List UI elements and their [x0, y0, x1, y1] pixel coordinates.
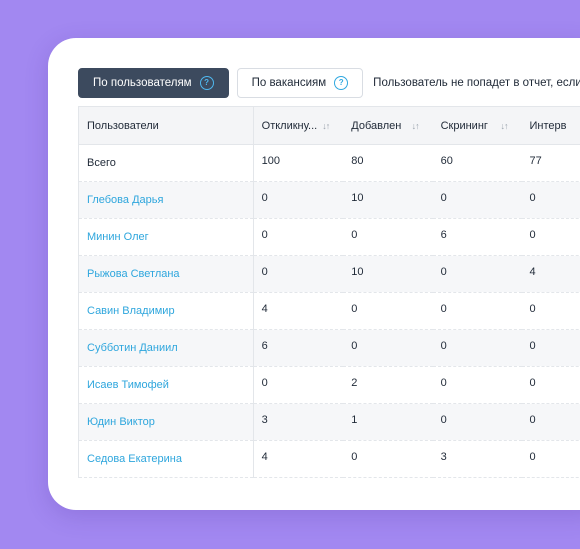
- table-header-row: Пользователи Откликну... ↓↑ Добавлен ↓↑ Ск…: [78, 106, 580, 145]
- cell-value: 0: [432, 255, 522, 293]
- cell-value: 0: [343, 440, 433, 478]
- cell-value: 0: [521, 181, 580, 219]
- cell-value: 0: [432, 329, 522, 367]
- tab-by-users[interactable]: По пользователям ?: [78, 68, 229, 98]
- table-row: Рыжова Светлана 0 10 0 4: [78, 255, 580, 293]
- cell-value: 4: [253, 292, 344, 330]
- column-header-responded[interactable]: Откликну... ↓↑: [253, 106, 344, 145]
- cell-value: 0: [432, 181, 522, 219]
- cell-value: 0: [343, 292, 433, 330]
- cell-value: 77: [521, 144, 580, 182]
- cell-value: 0: [343, 218, 433, 256]
- table-row: Савин Владимир 4 0 0 0: [78, 292, 580, 330]
- cell-value: 0: [343, 329, 433, 367]
- cell-value: 2: [343, 366, 433, 404]
- cell-value: 0: [253, 366, 344, 404]
- cell-value: 0: [253, 181, 344, 219]
- cell-value: 6: [253, 329, 344, 367]
- cell-value: 3: [432, 440, 522, 478]
- tab-by-users-label: По пользователям: [93, 77, 192, 89]
- user-link[interactable]: Субботин Даниил: [78, 329, 254, 367]
- table-row-total: Всего 100 80 60 77: [78, 144, 580, 182]
- cell-value: 6: [432, 218, 522, 256]
- table-row: Юдин Виктор 3 1 0 0: [78, 403, 580, 441]
- sort-icon[interactable]: ↓↑: [411, 120, 420, 131]
- cell-value: 80: [343, 144, 433, 182]
- cell-value: 0: [432, 403, 522, 441]
- sort-icon[interactable]: ↓↑: [500, 120, 509, 131]
- help-icon[interactable]: ?: [199, 76, 214, 90]
- table-row: Минин Олег 0 0 6 0: [78, 218, 580, 256]
- tab-by-vacancies[interactable]: По вакансиям ?: [236, 68, 364, 98]
- user-link[interactable]: Савин Владимир: [78, 292, 254, 330]
- cell-value: 1: [343, 403, 433, 441]
- cell-value: 10: [343, 255, 433, 293]
- cell-value: 0: [432, 366, 522, 404]
- table-row: Глебова Дарья 0 10 0 0: [78, 181, 580, 219]
- column-header-label: Добавлен: [351, 119, 402, 132]
- user-link[interactable]: Седова Екатерина: [78, 440, 254, 478]
- user-link[interactable]: Минин Олег: [78, 218, 254, 256]
- cell-value: 0: [521, 366, 580, 404]
- column-header-label: Интерв: [529, 119, 567, 132]
- column-header-label: Пользователи: [87, 119, 159, 132]
- cell-value: 100: [253, 144, 344, 182]
- cell-value: 0: [521, 403, 580, 441]
- cell-value: 0: [253, 218, 344, 256]
- cell-value: 0: [521, 218, 580, 256]
- column-header-users: Пользователи: [78, 106, 254, 145]
- cell-value: 10: [343, 181, 433, 219]
- cell-value: 4: [521, 255, 580, 293]
- user-link[interactable]: Исаев Тимофей: [78, 366, 254, 404]
- column-header-label: Скрининг: [440, 119, 488, 132]
- report-note: Пользователь не попадет в отчет, если с: [373, 77, 580, 89]
- cell-value: 60: [432, 144, 522, 182]
- user-link[interactable]: Рыжова Светлана: [78, 255, 254, 293]
- cell-value: 0: [253, 255, 344, 293]
- help-icon[interactable]: ?: [334, 76, 349, 90]
- sort-icon[interactable]: ↓↑: [322, 120, 330, 131]
- table-row: Седова Екатерина 4 0 3 0: [78, 440, 580, 478]
- cell-value: 0: [521, 440, 580, 478]
- users-report-table: Пользователи Откликну... ↓↑ Добавлен ↓↑ Ск…: [78, 106, 580, 478]
- report-toolbar: По пользователям ? По вакансиям ? Пользо…: [78, 68, 580, 98]
- report-card: По пользователям ? По вакансиям ? Пользо…: [48, 38, 580, 510]
- cell-value: 0: [432, 292, 522, 330]
- table-row: Субботин Даниил 6 0 0 0: [78, 329, 580, 367]
- cell-value: 0: [521, 329, 580, 367]
- column-header-interview[interactable]: Интерв: [521, 106, 580, 145]
- column-header-added[interactable]: Добавлен ↓↑: [343, 106, 433, 145]
- row-name: Всего: [78, 144, 254, 182]
- column-header-screening[interactable]: Скрининг ↓↑: [432, 106, 522, 145]
- tab-by-vacancies-label: По вакансиям: [251, 77, 327, 89]
- user-link[interactable]: Глебова Дарья: [78, 181, 254, 219]
- cell-value: 4: [253, 440, 344, 478]
- user-link[interactable]: Юдин Виктор: [78, 403, 254, 441]
- cell-value: 0: [521, 292, 580, 330]
- cell-value: 3: [253, 403, 344, 441]
- column-header-label: Откликну...: [261, 119, 318, 132]
- table-row: Исаев Тимофей 0 2 0 0: [78, 366, 580, 404]
